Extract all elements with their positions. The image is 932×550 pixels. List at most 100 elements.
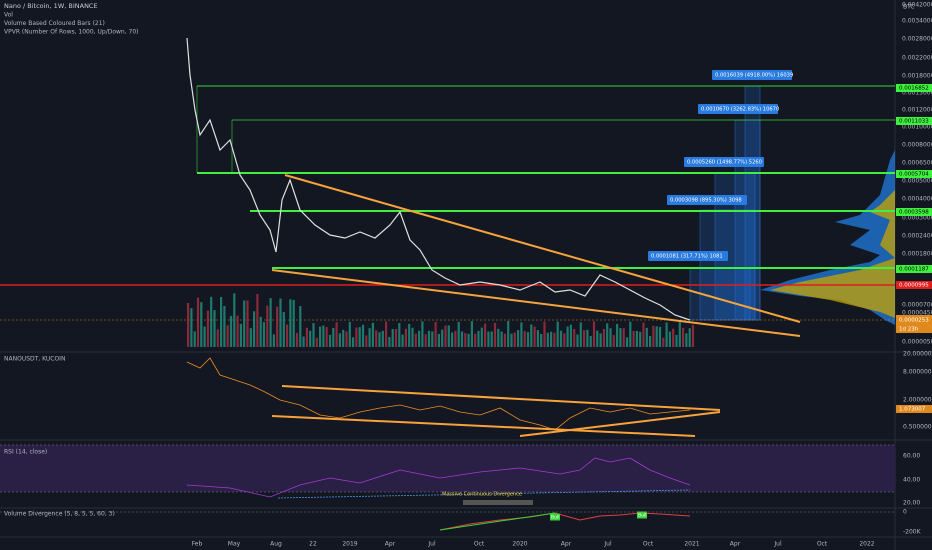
level-tag xyxy=(896,84,932,92)
volume-bar xyxy=(606,323,609,347)
axis-unit: BTC xyxy=(903,4,915,11)
volume-bar xyxy=(216,329,219,347)
volume-bar xyxy=(210,296,213,347)
time-label: 2019 xyxy=(342,541,357,548)
time-label: Jul xyxy=(603,541,612,548)
pane-title: RSI (14, close) xyxy=(4,449,47,456)
volume-bar xyxy=(206,310,209,347)
rsi-divergence xyxy=(277,489,691,499)
volume-bar xyxy=(418,330,421,347)
volume-bar xyxy=(338,333,341,347)
volume-bar xyxy=(269,298,272,347)
volume-bar xyxy=(276,306,279,347)
volume-bar xyxy=(213,310,216,347)
volume-bar xyxy=(493,322,497,347)
countdown-text: 1d 23h xyxy=(899,327,919,333)
measure-text: 0.0016039 (4918.00%) 16039 xyxy=(715,73,793,79)
time-label: Apr xyxy=(385,541,396,548)
signal-text: Bull xyxy=(551,515,559,521)
price-label: 0.0006500 xyxy=(902,160,932,167)
price-label: 0.0002400 xyxy=(902,233,932,240)
volume-bar xyxy=(467,333,470,347)
time-label: Aug xyxy=(270,541,282,548)
volume-bar xyxy=(309,330,312,347)
price-label: 0.0003000 xyxy=(902,215,932,222)
volume-bar xyxy=(391,329,394,347)
levels xyxy=(0,85,895,321)
volume-bar xyxy=(622,328,625,347)
volume-bar xyxy=(295,332,299,347)
volume-bar xyxy=(190,308,193,347)
volume-bar xyxy=(642,322,645,347)
volume-bar xyxy=(678,322,681,347)
time-label: Oct xyxy=(817,541,828,548)
volume-bar xyxy=(523,330,526,347)
volume-bar xyxy=(414,333,417,347)
time-label: Apr xyxy=(730,541,741,548)
volume-bar xyxy=(266,305,269,347)
rsi-label: 40.00 xyxy=(903,477,920,484)
time-label: 2020 xyxy=(512,541,527,548)
level-tag-text: 0.0005704 xyxy=(899,172,929,178)
price-label: 0.0004000 xyxy=(902,196,932,203)
price-label: 0.0022000 xyxy=(902,55,932,62)
indicator-title: Volume Based Coloured Bars (21) xyxy=(4,20,105,27)
volume-bar xyxy=(517,330,520,347)
usd-last-tag xyxy=(896,405,932,413)
time-label: Oct xyxy=(474,541,485,548)
volume-bar xyxy=(421,321,424,347)
volume-bar xyxy=(639,331,642,347)
volume-bar xyxy=(599,333,602,347)
volume-bar xyxy=(602,329,605,347)
volume-bar xyxy=(507,321,510,347)
label-bg xyxy=(463,500,533,505)
volume-bar xyxy=(460,331,464,347)
volume-bar xyxy=(533,326,536,347)
volume-bars xyxy=(187,293,695,347)
last-price-tag xyxy=(896,315,932,333)
measure-text: 0.0010670 (3262.83%) 10670 xyxy=(701,107,779,113)
price-label: 0.0000700 xyxy=(902,302,932,309)
volume-bar xyxy=(629,321,632,347)
price-label: 0.0008000 xyxy=(902,142,932,149)
measure-box xyxy=(698,104,778,114)
price-label: 0.0012000 xyxy=(902,107,932,114)
volume-bar xyxy=(355,327,358,347)
volume-bar xyxy=(325,326,328,347)
volume-profile xyxy=(760,150,895,325)
volume-bar xyxy=(655,326,658,347)
volume-bar xyxy=(342,329,345,347)
level-tag-text: 0.0001187 xyxy=(899,267,929,273)
volume-bar xyxy=(424,334,427,347)
volume-bar xyxy=(226,325,229,347)
volume-bar xyxy=(550,331,553,347)
volume-bar xyxy=(672,328,675,347)
volume-bar xyxy=(454,330,457,347)
price-label: 0.0042000 xyxy=(902,2,932,9)
level-tag xyxy=(896,117,932,125)
price-label: 0.0010000 xyxy=(902,124,932,131)
volume-bar xyxy=(490,331,493,347)
vd-label: 0 xyxy=(903,509,907,516)
usd-wedge xyxy=(271,385,721,437)
volume-bar xyxy=(649,335,652,347)
symbol-title: Nano / Bitcoin, 1W, BINANCE xyxy=(4,2,98,10)
volume-bar xyxy=(381,330,384,347)
price-label: 0.0028000 xyxy=(902,36,932,43)
volume-bar xyxy=(427,330,431,347)
volume-bar xyxy=(229,316,233,347)
pane-title: NANOUSDT, KUCOIN xyxy=(4,356,65,363)
volume-bar xyxy=(589,335,592,347)
volume-bar xyxy=(401,334,404,347)
volume-bar xyxy=(540,334,543,347)
volume-bar xyxy=(609,328,612,347)
price-line xyxy=(186,37,691,321)
volume-bar xyxy=(411,327,414,347)
volume-bar xyxy=(434,321,437,347)
volume-bar xyxy=(464,333,467,347)
rsi-label: 20.00 xyxy=(903,500,920,507)
volume-bar xyxy=(358,327,361,347)
volume-bar xyxy=(665,322,668,347)
price-label: 0.0018000 xyxy=(902,73,932,80)
